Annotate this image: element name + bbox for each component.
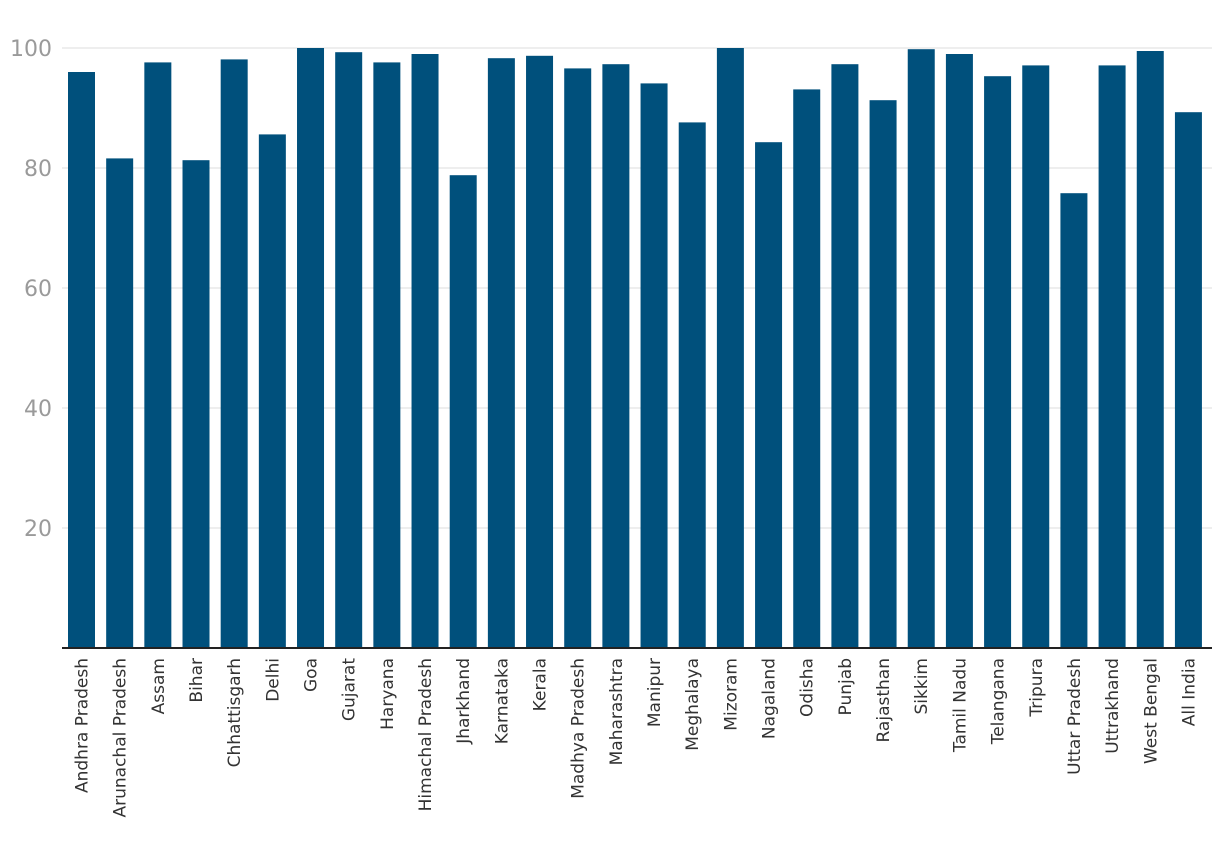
x-tick-label-all-india: All India [1179,658,1199,726]
bar-maharashtra [602,64,630,648]
x-tick-label-tamil-nadu: Tamil Nadu [950,658,970,753]
y-tick-label-20: 20 [24,517,52,542]
x-tick-label-uttar-pradesh: Uttar Pradesh [1065,658,1085,775]
bar-andhra-pradesh [68,72,95,648]
x-tick-label-uttrakhand: Uttrakhand [1103,658,1123,754]
x-tick-label-rajasthan: Rajasthan [874,658,894,743]
bar-nagaland [755,142,783,648]
bar-himachal-pradesh [411,54,439,648]
x-tick-label-gujarat: Gujarat [340,658,360,721]
bar-uttrakhand [1098,65,1126,648]
bar-manipur [640,83,668,648]
bar-rajasthan [869,100,897,648]
bar-west-bengal [1136,51,1164,648]
x-tick-label-bihar: Bihar [187,658,207,703]
bar-all-india [1174,112,1202,648]
bar-tamil-nadu [945,54,973,648]
x-tick-label-odisha: Odisha [798,658,818,717]
bar-punjab [831,64,859,648]
x-tick-label-manipur: Manipur [645,658,665,727]
bar-odisha [793,89,821,648]
bars [68,48,1202,649]
y-tick-label-60: 60 [24,277,52,302]
x-tick-label-maharashtra: Maharashtra [607,658,627,765]
bar-gujarat [335,52,363,648]
y-tick-label-40: 40 [24,397,52,422]
x-tick-label-meghalaya: Meghalaya [683,658,703,751]
bar-meghalaya [678,122,706,648]
x-tick-label-assam: Assam [149,658,169,714]
y-axis-tick-labels: 20 40 60 80 100 [10,37,52,542]
x-tick-label-nagaland: Nagaland [760,658,780,739]
x-tick-label-karnataka: Karnataka [492,658,512,744]
x-tick-label-kerala: Kerala [531,658,551,711]
x-tick-label-telangana: Telangana [989,658,1009,745]
x-tick-label-mizoram: Mizoram [721,658,741,731]
bar-sikkim [907,49,935,648]
bar-haryana [373,62,401,648]
x-tick-label-madhya-pradesh: Madhya Pradesh [569,658,589,799]
bar-assam [144,62,172,648]
bar-tripura [1022,65,1050,648]
bar-jharkhand [449,175,477,648]
bar-goa [297,48,325,648]
x-tick-label-haryana: Haryana [378,658,398,730]
x-tick-label-tripura: Tripura [1027,658,1047,718]
x-tick-label-andhra-pradesh: Andhra Pradesh [73,658,93,793]
x-tick-label-goa: Goa [302,658,322,692]
bar-delhi [258,134,286,648]
y-tick-label-80: 80 [24,157,52,182]
x-tick-label-west-bengal: West Bengal [1141,658,1161,764]
x-axis-tick-labels: Andhra Pradesh Arunachal Pradesh Assam Biha… [73,658,1200,818]
x-tick-label-delhi: Delhi [263,658,283,702]
x-tick-label-arunachal-pradesh: Arunachal Pradesh [111,658,131,818]
y-tick-label-100: 100 [10,37,52,62]
x-tick-label-himachal-pradesh: Himachal Pradesh [416,658,436,811]
bar-uttar-pradesh [1060,193,1088,648]
x-tick-label-chhattisgarh: Chhattisgarh [225,658,245,767]
bar-mizoram [716,48,744,648]
bar-karnataka [487,58,515,648]
x-tick-label-sikkim: Sikkim [912,658,932,715]
bar-telangana [984,76,1012,648]
bar-madhya-pradesh [564,68,592,648]
bar-arunachal-pradesh [106,158,134,648]
x-tick-label-punjab: Punjab [836,658,856,715]
x-tick-label-jharkhand: Jharkhand [454,658,474,745]
bar-chhattisgarh [220,59,248,648]
gridlines [62,47,1212,529]
bar-kerala [526,55,554,649]
bar-bihar [182,160,210,648]
